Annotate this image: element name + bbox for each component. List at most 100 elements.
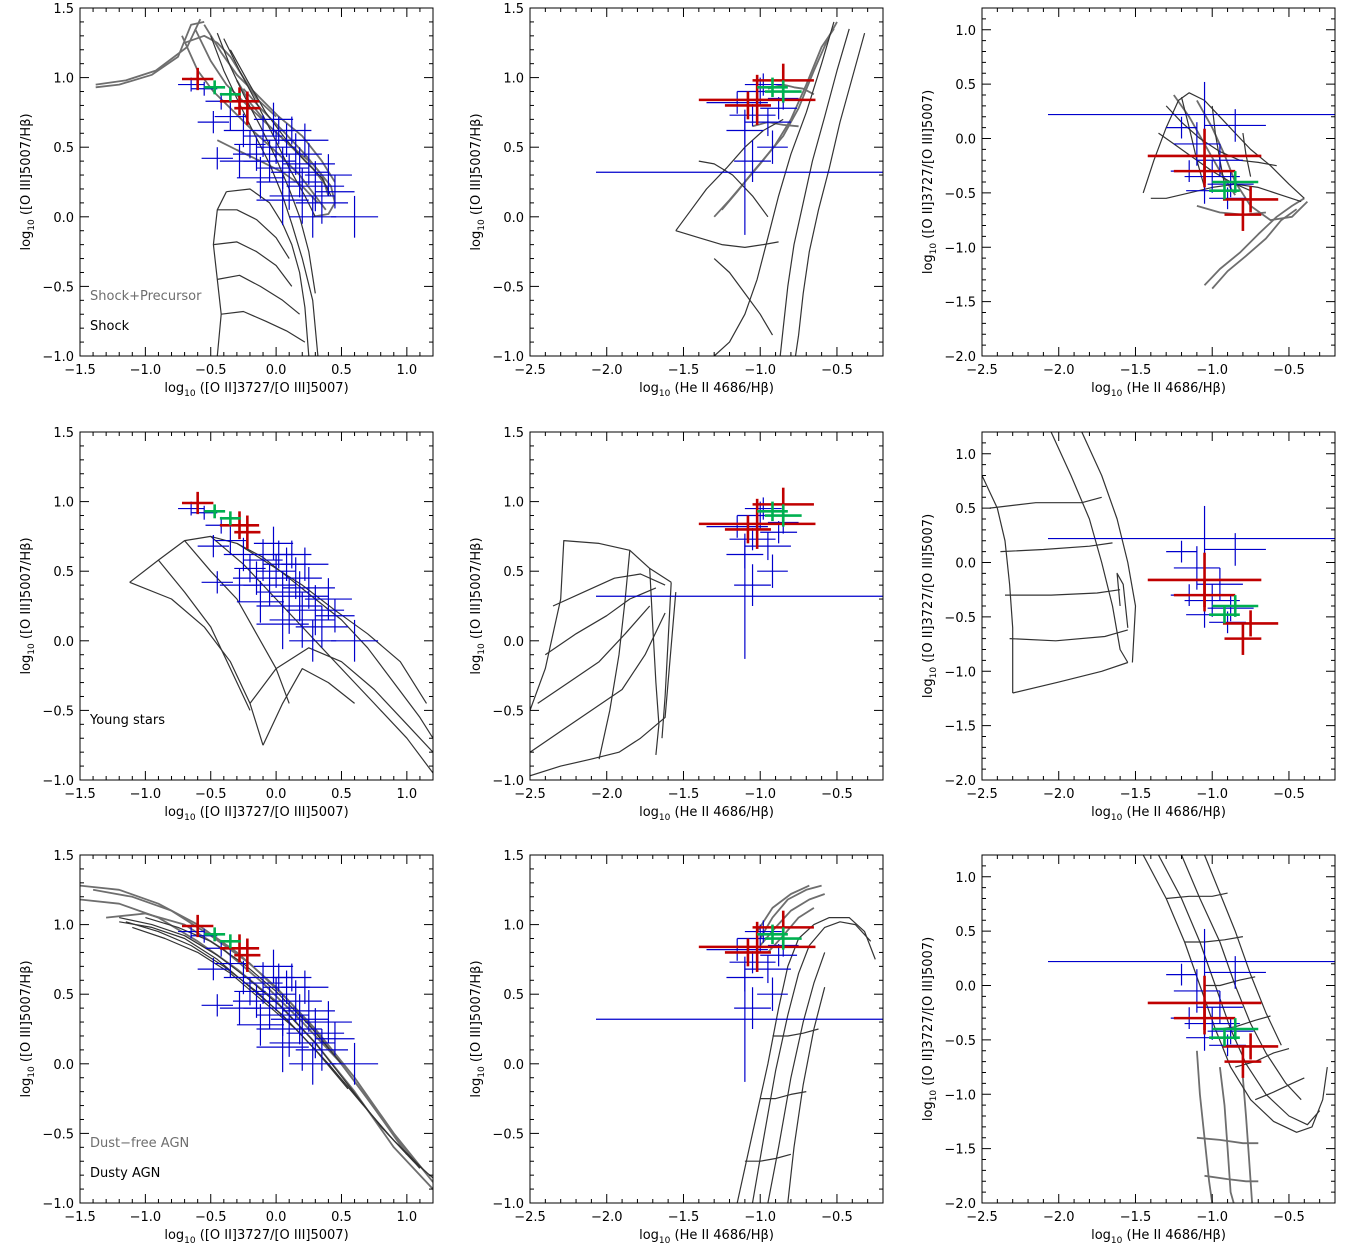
model-dark-line-8 xyxy=(661,582,672,739)
model-dark-line-6 xyxy=(217,209,290,259)
y-tick-label: 1.0 xyxy=(53,919,74,934)
model-gray-line-2 xyxy=(767,83,815,96)
x-tick-label: 0.0 xyxy=(266,787,287,802)
y-tick-label: −2.0 xyxy=(944,1197,976,1212)
blue-point-15 xyxy=(269,168,335,224)
y-tick-label: −0.5 xyxy=(492,1127,524,1142)
blue-point-10 xyxy=(744,73,782,96)
x-tick-label: −0.5 xyxy=(1273,787,1305,802)
green-point-0 xyxy=(1212,1018,1259,1040)
blue-point-30 xyxy=(197,958,230,981)
y-tick-label: 0.5 xyxy=(955,502,976,517)
model-dark-line-1 xyxy=(125,921,421,1169)
x-axis-label: log10 (He II 4686/Hβ) xyxy=(639,1228,774,1246)
model-gray-line-3 xyxy=(756,884,810,933)
red-point-0 xyxy=(181,67,214,91)
model-dark-line-7 xyxy=(649,568,660,755)
blue-point-1 xyxy=(1204,109,1266,142)
blue-point-2 xyxy=(214,526,247,555)
y-tick-label: 0.0 xyxy=(53,211,74,226)
x-tick-label: −1.5 xyxy=(1120,787,1152,802)
model-gray-line-3 xyxy=(106,912,421,1169)
x-axis-label: log10 (He II 4686/Hβ) xyxy=(1091,1228,1226,1246)
red-point-1 xyxy=(219,511,260,540)
blue-point-4 xyxy=(1184,1007,1240,1040)
red-point-2 xyxy=(724,515,771,544)
blue-point-21 xyxy=(331,619,379,662)
model-dark-line-0 xyxy=(210,35,319,356)
model-grid xyxy=(95,18,336,356)
blue-point-5 xyxy=(1207,171,1254,198)
blue-point-20 xyxy=(315,175,355,209)
y-tick-label: 1.5 xyxy=(503,849,524,864)
blue-point-1 xyxy=(729,951,776,974)
panel-1-0: −1.5 −1.0 −0.5 0.0 0.5 1.0−1.0−0.50.00.51.01.… xyxy=(19,426,434,823)
legend-label-gray: Shock+Precursor xyxy=(90,289,202,304)
blue-point-28 xyxy=(281,547,329,581)
model-dark-line-1 xyxy=(779,28,850,356)
y-tick-label: 0.0 xyxy=(503,1058,524,1073)
x-tick-label: −2.0 xyxy=(1043,1210,1075,1225)
x-tick-label: −1.5 xyxy=(668,1210,700,1225)
x-tick-label: −2.0 xyxy=(591,363,623,378)
model-gray-line-5 xyxy=(184,34,277,118)
model-dark-line-2 xyxy=(794,32,866,356)
blue-point-2 xyxy=(1173,969,1220,1013)
blue-point-23 xyxy=(219,144,260,178)
model-dark-line-1 xyxy=(1157,855,1321,1126)
model-dark-line-4 xyxy=(1180,97,1206,188)
x-axis-label: log10 (He II 4686/Hβ) xyxy=(1091,805,1226,823)
y-tick-label: 1.5 xyxy=(53,2,74,17)
model-dark-line-0 xyxy=(713,21,835,356)
observations xyxy=(1047,928,1335,1078)
blue-point-24 xyxy=(236,580,284,623)
y-tick-label: 1.0 xyxy=(955,24,976,39)
x-tick-label: −1.0 xyxy=(744,363,776,378)
model-dark-line-4 xyxy=(1166,892,1228,900)
blue-point-22 xyxy=(201,571,233,594)
x-tick-label: −2.0 xyxy=(591,787,623,802)
model-dark-line-1 xyxy=(530,592,677,777)
red-point-3 xyxy=(1224,1045,1262,1078)
blue-point-12 xyxy=(256,578,322,634)
blue-point-25 xyxy=(256,599,309,650)
blue-point-14 xyxy=(270,571,329,622)
x-tick-label: 1.0 xyxy=(397,363,418,378)
model-gray-line-2 xyxy=(181,35,327,211)
green-point-1 xyxy=(757,77,788,98)
y-tick-label: −1.0 xyxy=(944,665,976,680)
blue-point-8 xyxy=(256,130,296,164)
model-dark-line-2 xyxy=(767,952,826,1203)
plot-frame xyxy=(529,431,884,781)
blue-point-3 xyxy=(223,537,264,572)
y-tick-label: −2.0 xyxy=(944,774,976,789)
model-dark-line-3 xyxy=(989,496,1102,509)
blue-point-5 xyxy=(1207,595,1254,622)
model-dark-line-5 xyxy=(760,1091,807,1100)
y-tick-label: −1.0 xyxy=(42,1197,74,1212)
blue-point-20 xyxy=(315,1022,355,1056)
blue-point-4 xyxy=(1184,584,1240,617)
model-dark-line-4 xyxy=(1000,542,1113,553)
model-grid xyxy=(736,884,876,1203)
y-tick-label: −1.5 xyxy=(944,296,976,311)
green-point-0 xyxy=(204,504,226,519)
blue-point-10 xyxy=(744,497,782,520)
model-gray-line-0 xyxy=(1203,197,1305,286)
y-tick-label: 0.0 xyxy=(955,557,976,572)
x-tick-label: −2.0 xyxy=(591,1210,623,1225)
x-tick-label: −1.5 xyxy=(64,363,96,378)
model-dark-line-5 xyxy=(552,573,666,607)
green-point-1 xyxy=(219,934,241,949)
y-tick-label: −1.0 xyxy=(492,350,524,365)
blue-point-1 xyxy=(1204,956,1266,989)
y-tick-label: 1.0 xyxy=(503,72,524,87)
y-axis-label: log10 ([O II]3727/[O III]5007) xyxy=(921,514,939,698)
x-tick-label: −1.0 xyxy=(130,363,162,378)
model-dark-line-4 xyxy=(675,230,779,248)
blue-point-22 xyxy=(201,994,233,1017)
x-tick-label: −1.0 xyxy=(744,1210,776,1225)
red-point-2 xyxy=(1222,186,1279,213)
y-tick-label: −1.0 xyxy=(42,350,74,365)
red-point-2 xyxy=(1222,610,1279,637)
